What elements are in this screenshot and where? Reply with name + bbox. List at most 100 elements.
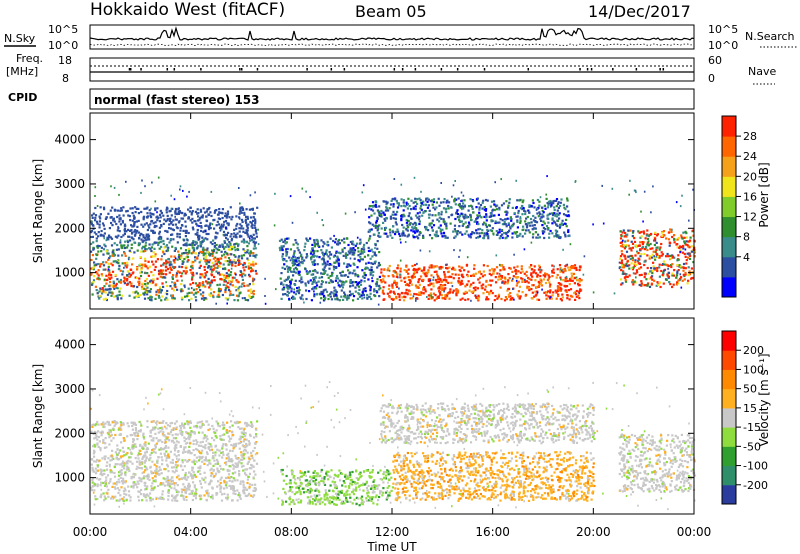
power-cell — [247, 235, 250, 238]
power-cell — [524, 278, 526, 281]
velocity-cell — [199, 441, 202, 444]
power-cell — [309, 270, 312, 273]
power-cell — [109, 236, 112, 239]
power-cell — [231, 264, 234, 267]
power-cell — [313, 241, 316, 244]
power-cell — [682, 231, 685, 234]
power-cell — [413, 221, 416, 224]
power-cell — [556, 289, 560, 293]
power-cell — [231, 248, 234, 251]
power-cell — [205, 215, 208, 218]
power-cell — [229, 292, 232, 296]
power-cell — [645, 278, 648, 281]
power-cell — [428, 250, 431, 253]
power-cell — [564, 289, 567, 292]
power-cell — [620, 283, 623, 286]
velocity-cell — [176, 460, 179, 463]
power-cell — [196, 212, 199, 215]
power-cell — [475, 232, 479, 235]
power-cell — [351, 292, 354, 295]
power-cell — [547, 274, 550, 277]
power-cell — [533, 269, 536, 272]
power-cell — [509, 217, 512, 220]
power-cell — [124, 240, 127, 243]
power-cell — [682, 262, 686, 266]
power-cell — [283, 279, 287, 283]
power-cell — [564, 233, 567, 236]
power-cell — [316, 255, 319, 258]
power-cell — [417, 237, 420, 240]
power-cell — [417, 278, 420, 281]
power-cell — [367, 261, 370, 264]
power-cell — [210, 265, 213, 268]
power-cell — [118, 214, 121, 217]
power-cell — [654, 239, 657, 242]
power-cell — [562, 279, 565, 282]
power-cell — [507, 206, 510, 209]
power-cell — [395, 285, 399, 288]
power-cell — [357, 292, 360, 295]
power-cell — [380, 212, 383, 215]
power-cell — [200, 225, 203, 228]
power-cell — [521, 201, 524, 204]
power-cell — [119, 269, 122, 272]
power-cell — [215, 243, 218, 247]
power-cell — [187, 216, 190, 219]
power-cell — [637, 230, 640, 233]
power-cell — [548, 202, 551, 205]
power-cell — [687, 279, 690, 282]
power-cell — [110, 273, 113, 277]
power-cell — [331, 280, 334, 283]
velocity-cell — [226, 493, 229, 496]
power-cell — [96, 272, 99, 275]
power-cell — [251, 226, 254, 229]
power-cell — [103, 208, 106, 211]
velocity-cell — [93, 443, 96, 446]
power-cell — [442, 231, 446, 234]
power-colorbar-swatch — [722, 256, 736, 278]
power-cell — [252, 295, 255, 298]
power-cell — [90, 273, 93, 276]
power-cell — [526, 224, 529, 227]
power-cell — [301, 262, 304, 265]
power-cell — [689, 239, 692, 242]
power-cell — [562, 271, 565, 274]
power-cell — [159, 288, 162, 291]
power-cell — [651, 247, 654, 250]
power-cell — [141, 179, 143, 182]
power-cell — [509, 216, 512, 219]
power-cell — [247, 242, 250, 245]
velocity-cell — [246, 481, 249, 485]
velocity-cell — [145, 466, 148, 469]
power-cell — [540, 219, 543, 222]
power-cell — [140, 232, 143, 235]
power-cell — [641, 246, 644, 249]
power-cell — [478, 271, 481, 274]
velocity-cell — [184, 446, 187, 449]
power-cell — [643, 232, 646, 235]
power-cell — [623, 255, 626, 258]
power-cell — [240, 257, 244, 260]
power-cell — [287, 266, 290, 269]
power-cell — [131, 272, 134, 275]
power-cell — [241, 278, 244, 281]
power-cell — [683, 278, 686, 281]
power-cell — [555, 276, 558, 279]
power-cell — [476, 216, 480, 219]
power-cell — [542, 278, 546, 281]
power-cell — [687, 266, 690, 269]
power-cell — [500, 275, 504, 278]
power-cell — [482, 283, 485, 286]
power-cell — [235, 227, 238, 230]
power-cell — [91, 216, 94, 219]
power-cell — [396, 210, 399, 213]
power-cell — [101, 292, 104, 295]
power-cell — [160, 272, 163, 275]
power-cell — [398, 293, 401, 296]
power-cell — [131, 211, 134, 215]
power-cell — [677, 236, 680, 240]
power-cell — [357, 285, 361, 288]
power-cell — [191, 264, 194, 267]
velocity-cell — [193, 463, 196, 466]
power-cell — [115, 286, 118, 290]
